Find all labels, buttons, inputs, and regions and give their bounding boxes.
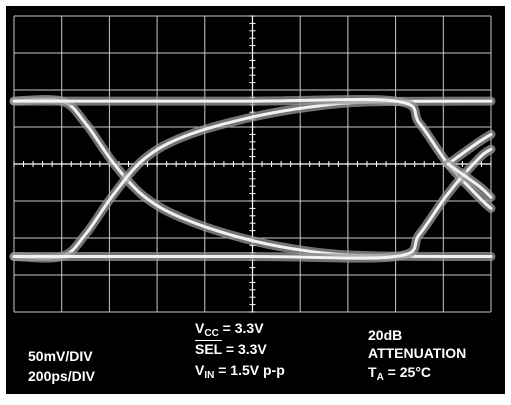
screen-background	[6, 6, 505, 394]
attenuation-value-label: 20dB	[368, 327, 403, 343]
sel-label: SEL = 3.3V	[195, 341, 267, 357]
graticule	[13, 15, 492, 313]
eye-trace-3	[12, 147, 493, 260]
ambient-temperature-label: TA = 25°C	[368, 364, 432, 383]
eye-trace-5	[446, 162, 493, 199]
vin-label: VIN = 1.5V p-p	[195, 362, 285, 381]
trace-group	[9, 94, 496, 263]
eye-trace-4	[446, 132, 493, 166]
vcc-label: VCC = 3.3V	[195, 320, 264, 339]
scale-horizontal-label: 200ps/DIV	[28, 368, 95, 384]
eye-trace-2	[12, 97, 493, 210]
scale-vertical-label: 50mV/DIV	[28, 348, 93, 364]
attenuation-label: ATTENUATION	[368, 345, 467, 361]
